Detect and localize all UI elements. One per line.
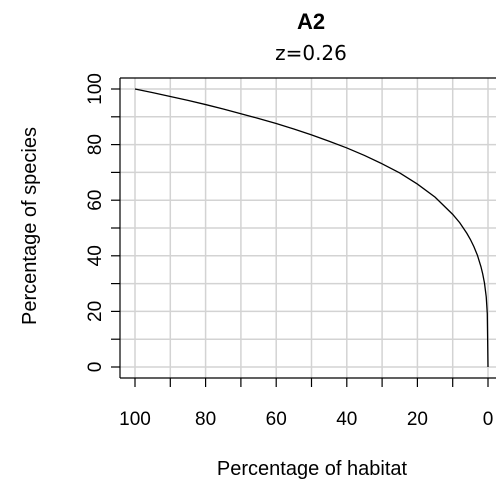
x-tick-label: 60 bbox=[266, 409, 287, 430]
x-axis-label: Percentage of habitat bbox=[217, 458, 408, 480]
x-tick-label: 80 bbox=[195, 409, 216, 430]
y-axis-label: Percentage of species bbox=[19, 127, 41, 325]
y-tick-label: 0 bbox=[85, 362, 106, 373]
chart-title: A2 bbox=[297, 9, 325, 34]
chart-subtitle: z=0.26 bbox=[275, 41, 347, 65]
y-tick-label: 100 bbox=[85, 73, 106, 105]
x-tick-label: 40 bbox=[336, 409, 357, 430]
x-tick-label: 100 bbox=[119, 409, 151, 430]
y-tick-label: 20 bbox=[85, 301, 106, 322]
x-tick-label: 0 bbox=[483, 409, 494, 430]
x-tick-label: 20 bbox=[407, 409, 428, 430]
y-tick-label: 80 bbox=[85, 134, 106, 155]
y-tick-label: 60 bbox=[85, 190, 106, 211]
axes bbox=[111, 77, 496, 387]
tick-labels: 100 80 60 40 20 0 0 20 40 60 80 100 bbox=[85, 73, 493, 430]
data-series bbox=[134, 88, 489, 368]
y-tick-label: 40 bbox=[85, 245, 106, 266]
species-area-curve bbox=[134, 88, 489, 368]
